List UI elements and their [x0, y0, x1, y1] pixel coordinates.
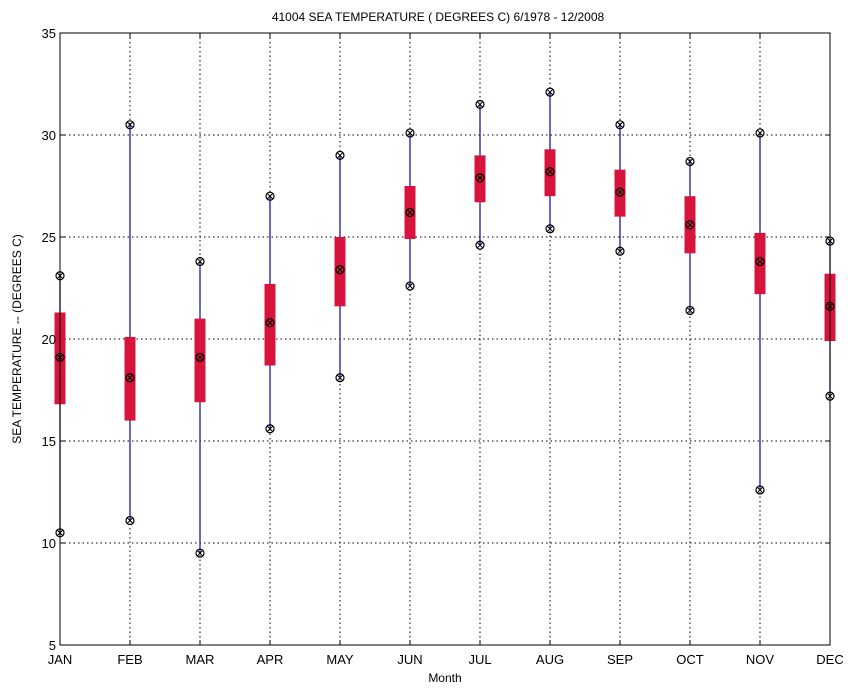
box-feb — [124, 336, 136, 421]
max-marker-jul — [475, 99, 485, 110]
max-marker-sep — [615, 120, 625, 130]
min-marker-jul — [475, 240, 485, 250]
min-marker-mar — [195, 548, 205, 558]
box-apr — [264, 283, 276, 366]
x-tick-label-apr: APR — [257, 652, 284, 667]
x-tick-label-jul: JUL — [468, 652, 491, 667]
x-axis-label: Month — [428, 671, 461, 685]
box-may — [334, 237, 346, 307]
plot-frame — [59, 32, 831, 646]
min-marker-feb — [125, 515, 135, 526]
x-tick-labels: JAN FEB MAR APR MAY JUN JUL AUG SEP OCT NOV DEC — [48, 652, 844, 667]
x-tick-label-sep: SEP — [607, 652, 633, 667]
median-marker-may — [335, 265, 345, 275]
box-nov — [754, 232, 766, 295]
y-tick-label: 25 — [42, 230, 56, 245]
x-tick-label-feb: FEB — [117, 652, 142, 667]
y-tick-labels: 5 10 15 20 25 30 35 — [42, 26, 56, 653]
median-marker-aug — [545, 167, 555, 177]
median-marker-nov — [755, 256, 765, 267]
min-marker-apr — [265, 424, 275, 434]
min-marker-jun — [405, 281, 415, 291]
median-marker-sep — [615, 187, 625, 197]
y-tick-label: 35 — [42, 26, 56, 41]
min-marker-may — [335, 373, 345, 383]
y-tick-label: 20 — [42, 332, 56, 347]
y-tick-label: 10 — [42, 536, 56, 551]
y-tick-label: 30 — [42, 128, 56, 143]
max-marker-mar — [195, 256, 205, 267]
box-aug — [544, 149, 556, 197]
x-tick-label-aug: AUG — [536, 652, 564, 667]
x-tick-label-jan: JAN — [48, 652, 73, 667]
median-marker-mar — [195, 352, 205, 362]
max-marker-apr — [265, 191, 275, 201]
min-marker-oct — [685, 305, 695, 316]
grid — [59, 32, 831, 646]
max-marker-aug — [545, 87, 555, 97]
x-tick-label-jun: JUN — [397, 652, 422, 667]
y-axis-label: SEA TEMPERATURE -- (DEGREES C) — [10, 234, 24, 444]
max-marker-feb — [125, 120, 135, 130]
box-sep — [614, 169, 626, 217]
chart-title: 41004 SEA TEMPERATURE ( DEGREES C) 6/197… — [272, 10, 605, 24]
min-marker-sep — [615, 246, 625, 256]
max-marker-may — [335, 150, 345, 160]
median-marker-oct — [685, 220, 695, 230]
whiskers — [59, 92, 831, 554]
x-tick-label-dec: DEC — [816, 652, 843, 667]
median-marker-feb — [125, 373, 135, 383]
x-tick-label-mar: MAR — [186, 652, 215, 667]
boxes — [54, 149, 836, 421]
median-marker-apr — [265, 318, 275, 328]
x-tick-label-may: MAY — [326, 652, 354, 667]
box-jul — [474, 155, 486, 203]
min-marker-aug — [545, 224, 555, 234]
max-marker-oct — [685, 156, 695, 167]
max-marker-nov — [755, 128, 765, 138]
y-tick-label: 15 — [42, 434, 56, 449]
median-marker-jul — [475, 173, 485, 183]
y-tick-label: 5 — [49, 638, 56, 653]
x-tick-label-oct: OCT — [676, 652, 704, 667]
median-marker-jun — [405, 207, 415, 218]
max-marker-jun — [405, 128, 415, 138]
box-mar — [194, 318, 206, 403]
min-marker-nov — [755, 485, 765, 495]
x-tick-label-nov: NOV — [746, 652, 775, 667]
markers — [55, 87, 835, 558]
